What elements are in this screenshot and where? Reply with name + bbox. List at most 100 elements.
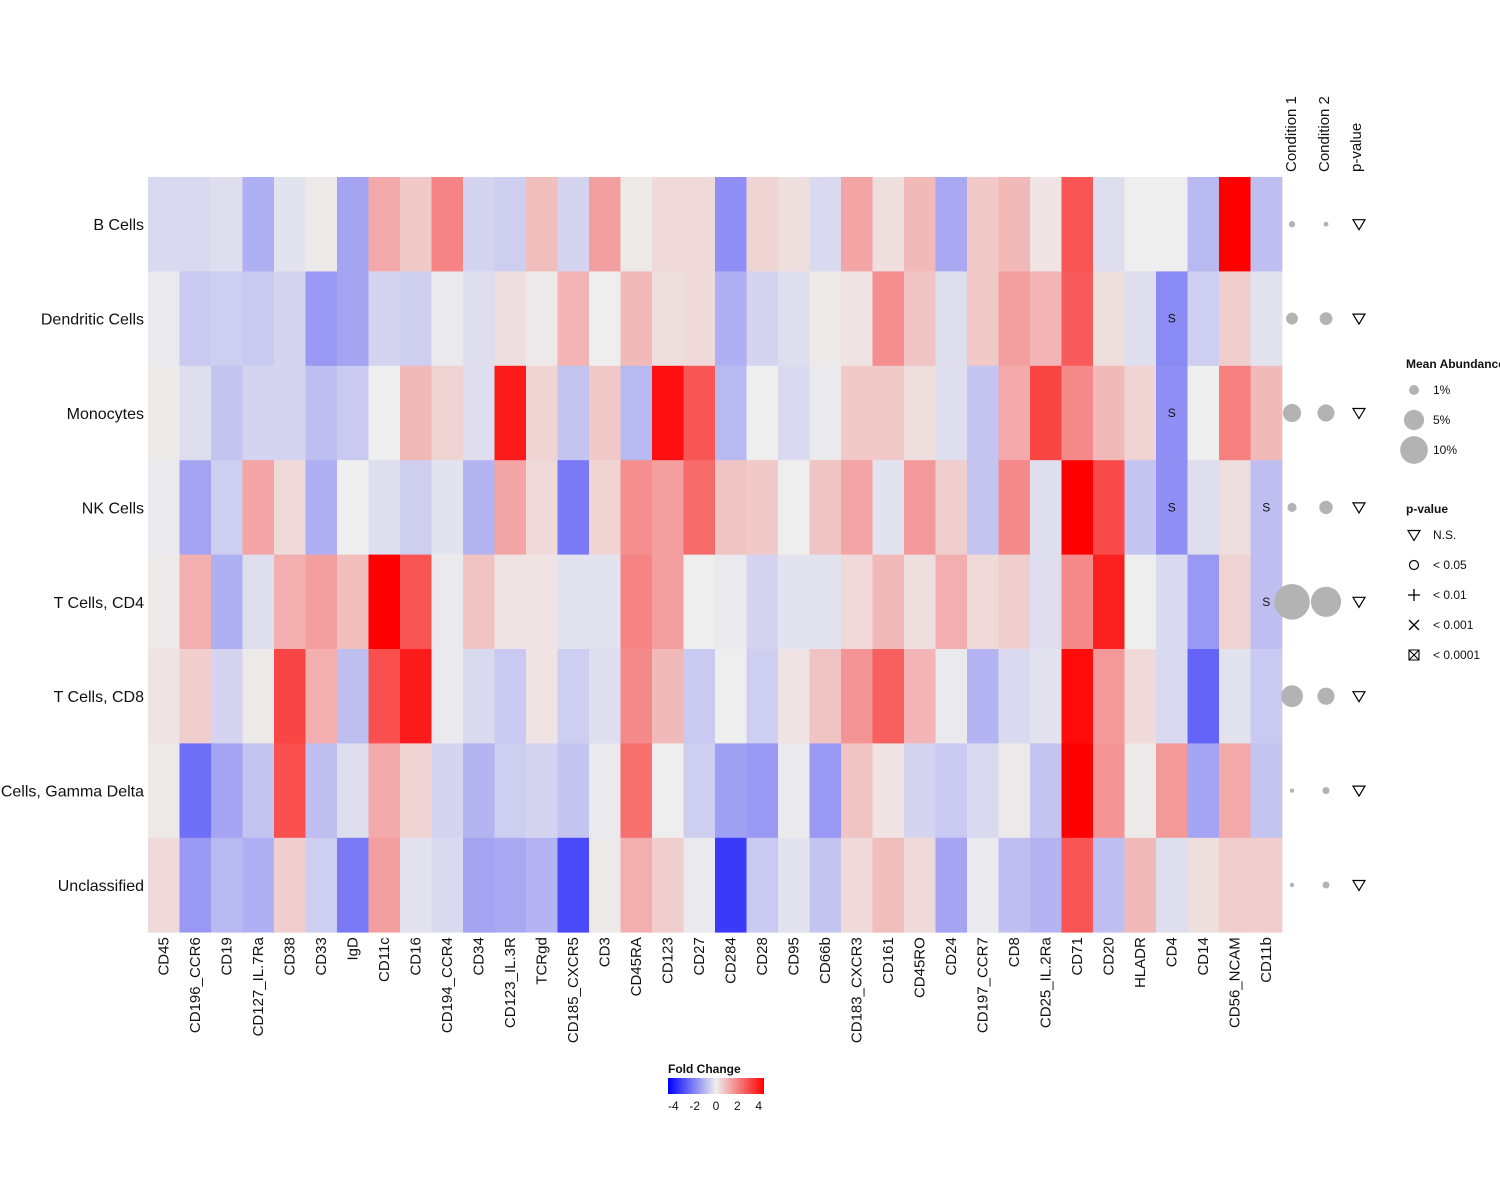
heatmap-cell xyxy=(935,837,968,933)
fold-change-tick-label: -4 xyxy=(668,1099,679,1113)
heatmap-cell xyxy=(809,177,842,272)
heatmap-cell xyxy=(557,460,590,555)
column-label: CD161 xyxy=(880,937,897,984)
column-label: CD4 xyxy=(1164,937,1181,967)
heatmap-cell xyxy=(1219,460,1251,555)
heatmap-cell xyxy=(242,460,275,555)
abundance-bubble xyxy=(1274,583,1310,620)
heatmap-cell xyxy=(1156,365,1188,461)
p-value-legend-title: p-value xyxy=(1406,502,1448,516)
heatmap-cell xyxy=(368,177,401,272)
heatmap-cell xyxy=(683,365,716,461)
abundance-bubble xyxy=(1319,500,1333,515)
heatmap-cell xyxy=(746,554,779,650)
heatmap-cell xyxy=(400,460,432,555)
heatmap-cell xyxy=(494,743,527,839)
column-label: CD16 xyxy=(408,937,425,975)
heatmap-cell xyxy=(1156,743,1188,839)
heatmap-cell xyxy=(620,177,653,272)
p-value-legend-symbol xyxy=(1408,589,1420,601)
column-label: CD194_CCR4 xyxy=(439,937,456,1033)
heatmap-cell xyxy=(179,365,212,461)
heatmap-cell xyxy=(494,365,527,461)
heatmap-cell xyxy=(242,649,275,744)
heatmap-cell xyxy=(368,837,401,933)
heatmap-cell xyxy=(179,460,212,555)
abundance-bubble xyxy=(1289,788,1295,793)
heatmap-cell xyxy=(557,271,590,367)
heatmap-cell xyxy=(967,460,999,555)
p-value-marker xyxy=(1351,785,1367,798)
heatmap-cell xyxy=(778,365,810,461)
heatmap-cell xyxy=(1219,365,1251,461)
significance-label: S xyxy=(1168,500,1176,514)
heatmap-cell xyxy=(1061,743,1094,839)
p-value-legend-label: < 0.05 xyxy=(1433,558,1467,572)
column-label: CD45RO xyxy=(912,937,929,998)
p-value-marker xyxy=(1351,407,1367,420)
heatmap-cell xyxy=(148,460,180,555)
heatmap-cell xyxy=(1030,271,1062,367)
heatmap-cell xyxy=(1250,177,1283,272)
heatmap-cell xyxy=(1250,649,1283,744)
heatmap-cell xyxy=(431,743,464,839)
heatmap-cell xyxy=(337,271,369,367)
heatmap-cell xyxy=(715,177,747,272)
abundance-bubble xyxy=(1310,586,1342,617)
heatmap-cell xyxy=(589,177,621,272)
fold-change-legend: Fold Change -4 -2 0 2 4 xyxy=(668,1062,764,1113)
heatmap-cell xyxy=(1061,837,1094,933)
heatmap-cell xyxy=(841,837,873,933)
heatmap-cell xyxy=(589,837,621,933)
abundance-bubble xyxy=(1281,685,1303,708)
side-column-header: Condition 1 xyxy=(1283,96,1300,172)
heatmap-cell xyxy=(242,271,275,367)
column-label: CD14 xyxy=(1195,937,1212,975)
heatmap-cell xyxy=(211,554,243,650)
heatmap-cell xyxy=(715,743,747,839)
heatmap-cell xyxy=(1093,743,1125,839)
heatmap-cell xyxy=(463,837,495,933)
fold-change-tick-label: -2 xyxy=(689,1099,700,1113)
heatmap-cell xyxy=(967,365,999,461)
heatmap-cell xyxy=(967,743,999,839)
heatmap-cell xyxy=(809,271,842,367)
p-value-legend-label: < 0.01 xyxy=(1433,588,1467,602)
heatmap-cell xyxy=(148,649,180,744)
mean-abundance-legend-key xyxy=(1400,436,1428,464)
heatmap-cell xyxy=(242,177,275,272)
heatmap-cell xyxy=(526,837,558,933)
mean-abundance-legend-label: 5% xyxy=(1433,413,1451,427)
heatmap-cell xyxy=(148,837,180,933)
heatmap-cell xyxy=(683,554,716,650)
heatmap-cell xyxy=(841,554,873,650)
heatmap-cell xyxy=(1030,177,1062,272)
p-value-legend-symbol xyxy=(1406,529,1422,542)
heatmap-cell xyxy=(526,743,558,839)
significance-label: S xyxy=(1262,500,1270,514)
heatmap-cell xyxy=(589,743,621,839)
heatmap-cell xyxy=(463,460,495,555)
heatmap-cell xyxy=(841,177,873,272)
heatmap-cell xyxy=(557,837,590,933)
heatmap-cell xyxy=(652,837,684,933)
heatmap-cell xyxy=(872,365,905,461)
heatmap-cell xyxy=(746,743,779,839)
heatmap-cells: S S S S S xyxy=(148,177,1283,933)
heatmap-cell xyxy=(778,837,810,933)
heatmap-cell xyxy=(305,649,338,744)
heatmap-cell xyxy=(935,649,968,744)
mean-abundance-legend-label: 10% xyxy=(1433,443,1457,457)
column-label: CD183_CXCR3 xyxy=(849,937,866,1043)
mean-abundance-legend-title: Mean Abundance xyxy=(1406,357,1500,371)
column-label: CD123_IL.3R xyxy=(502,937,519,1028)
heatmap-cell xyxy=(1030,554,1062,650)
row-labels: B Cells Dendritic Cells Monocytes NK Cells T… xyxy=(1,217,144,895)
heatmap-cell xyxy=(557,649,590,744)
heatmap-cell xyxy=(1124,837,1157,933)
abundance-bubble xyxy=(1288,221,1296,228)
heatmap-cell xyxy=(305,460,338,555)
heatmap-cell xyxy=(1061,460,1094,555)
heatmap-cell xyxy=(998,365,1031,461)
heatmap-cell xyxy=(431,649,464,744)
